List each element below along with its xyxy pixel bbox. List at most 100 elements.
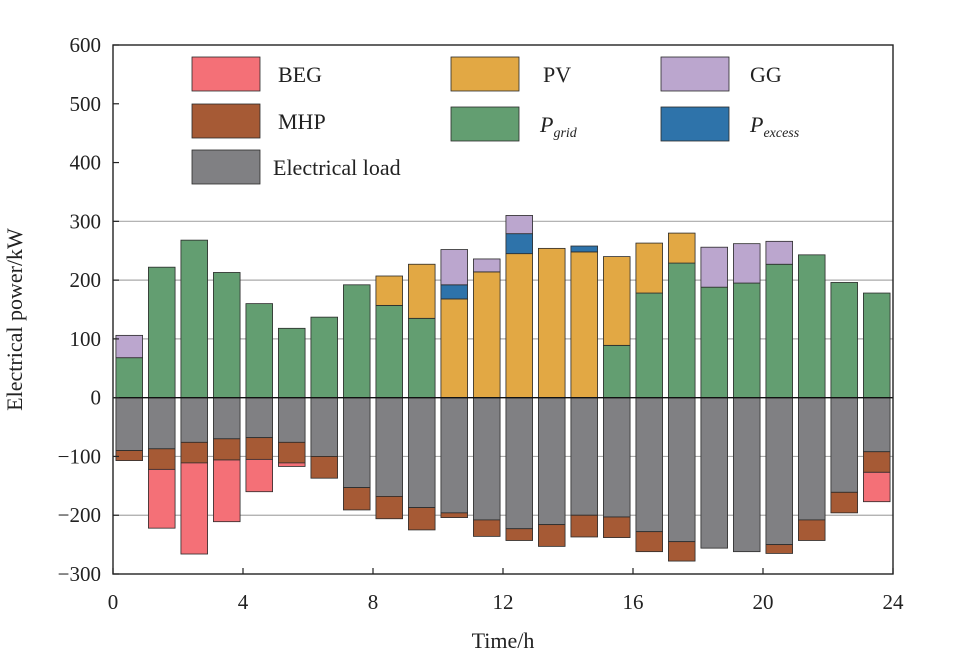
bar-grid-t1: [115, 357, 143, 399]
bar-load-t1: [115, 397, 143, 451]
bar-grid-t17: [635, 292, 663, 399]
legend-label-load: Electrical load: [273, 155, 401, 180]
bar-load-t10: [408, 397, 436, 508]
bar-gg-t1: [115, 334, 143, 359]
y-axis-title: Electrical power/kW: [2, 228, 27, 411]
bar-load-t4: [213, 397, 241, 440]
bar-grid-t10: [408, 317, 436, 399]
bar-beg-t6: [278, 462, 306, 467]
legend-label-gg: GG: [750, 62, 782, 87]
y-tick-label: 600: [70, 33, 102, 57]
bar-load-t24: [863, 397, 891, 453]
bar-mhp-t17: [635, 531, 663, 553]
bar-grid-t6: [278, 327, 306, 399]
bar-mhp-t8: [343, 487, 371, 511]
x-tick-label: 12: [493, 590, 514, 614]
bar-pv-t15: [570, 251, 598, 399]
bar-pv-t9: [375, 275, 403, 306]
legend-label-mhp: MHP: [278, 109, 326, 134]
bar-beg-t4: [213, 459, 241, 523]
y-tick-label: 400: [70, 151, 102, 175]
ticks: 600 500 400 300 200 100 0 −100 −200 −300 0 4 8 12 16 20…: [58, 33, 904, 614]
bar-mhp-t13: [505, 528, 533, 541]
y-tick-label: 100: [70, 327, 102, 351]
y-tick-label: −200: [58, 503, 101, 527]
bar-mhp-t23: [830, 491, 858, 514]
bar-load-t5: [245, 397, 273, 439]
bar-grid-t8: [343, 284, 371, 399]
bar-grid-t9: [375, 304, 403, 399]
x-tick-label: 8: [368, 590, 379, 614]
bar-mhp-t1: [115, 450, 143, 461]
bar-load-t14: [538, 397, 566, 526]
bar-beg-t2: [148, 468, 176, 529]
bar-pv-t17: [635, 242, 663, 294]
gridlines: [113, 220, 893, 516]
bar-grid-t21: [765, 263, 793, 399]
bar-gg-t21: [765, 240, 793, 265]
x-tick-label: 0: [108, 590, 119, 614]
bar-gg-t20: [733, 243, 761, 284]
y-tick-label: 200: [70, 268, 102, 292]
bar-mhp-t18: [668, 541, 696, 562]
bar-pv-t14: [538, 247, 566, 399]
bar-pv-t13: [505, 253, 533, 399]
bar-mhp-t15: [570, 514, 598, 538]
bar-pv-t10: [408, 263, 436, 319]
bar-mhp-t22: [798, 519, 826, 541]
y-tick-label: 300: [70, 209, 102, 233]
bar-mhp-t16: [603, 516, 631, 538]
bar-load-t18: [668, 397, 696, 543]
y-tick-label: −100: [58, 444, 101, 468]
x-axis-title: Time/h: [472, 628, 535, 653]
bar-grid-t24: [863, 292, 891, 399]
x-tick-label: 24: [883, 590, 905, 614]
bar-gg-t13: [505, 215, 533, 235]
legend-swatch-gg: [660, 56, 730, 92]
bar-grid-t23: [830, 282, 858, 399]
bar-grid-t4: [213, 272, 241, 399]
bar-grid-t22: [798, 254, 826, 399]
bar-excess-t13: [505, 233, 533, 255]
legend-label-beg: BEG: [278, 62, 322, 87]
bar-beg-t5: [245, 458, 273, 493]
bar-mhp-t9: [375, 496, 403, 520]
bar-mhp-t10: [408, 507, 436, 531]
y-tick-label: −300: [58, 562, 101, 586]
bar-gg-t12: [473, 258, 501, 273]
x-tick-label: 20: [753, 590, 774, 614]
bar-grid-t18: [668, 262, 696, 399]
bar-pv-t18: [668, 232, 696, 264]
bar-pv-t16: [603, 256, 631, 346]
bar-mhp-t3: [180, 441, 208, 464]
bar-load-t23: [830, 397, 858, 493]
bar-beg-t24: [863, 471, 891, 503]
bar-gg-t11: [440, 249, 468, 286]
legend-label-grid: Pgrid: [539, 112, 578, 141]
bar-excess-t11: [440, 284, 468, 300]
bar-mhp-t12: [473, 519, 501, 537]
bar-pv-t12: [473, 271, 501, 399]
bar-pv-t11: [440, 298, 468, 399]
bar-load-t3: [180, 397, 208, 443]
bar-load-t15: [570, 397, 598, 516]
bar-load-t20: [733, 397, 761, 553]
bar-load-t13: [505, 397, 533, 530]
bar-load-t12: [473, 397, 501, 521]
bar-grid-t7: [310, 316, 338, 399]
bar-mhp-t24: [863, 451, 891, 473]
bar-mhp-t7: [310, 456, 338, 479]
bar-mhp-t4: [213, 438, 241, 461]
bar-beg-t3: [180, 462, 208, 555]
y-tick-label: 0: [91, 386, 102, 410]
legend-swatch-grid: [450, 106, 520, 142]
bar-mhp-t6: [278, 441, 306, 464]
legend-swatch-pv: [450, 56, 520, 92]
bar-mhp-t5: [245, 437, 273, 460]
legend-swatch-load: [191, 149, 261, 185]
bar-grid-t16: [603, 344, 631, 399]
y-tick-label: 500: [70, 92, 102, 116]
legend-swatch-mhp: [191, 103, 261, 139]
